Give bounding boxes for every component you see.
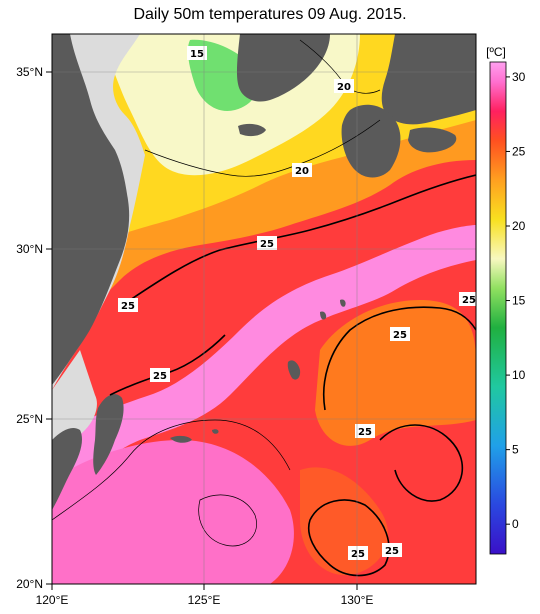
colorbar-tick-label: 30 <box>512 70 526 84</box>
contour-label-1: 15 <box>187 46 207 60</box>
isotherm-25-north <box>129 174 476 301</box>
land-taiwan <box>93 394 124 475</box>
colorbar: [ºC] 0 5 10 15 20 25 30 <box>486 45 526 555</box>
colorbar-ticks: 0 5 10 15 20 25 30 <box>506 70 526 531</box>
svg-text:25: 25 <box>260 239 274 250</box>
map-plot <box>52 34 476 584</box>
land-china-south <box>52 428 83 510</box>
contour-label-3: 20 <box>292 163 312 177</box>
svg-text:25: 25 <box>358 427 372 438</box>
colorbar-unit: [ºC] <box>486 45 506 59</box>
contour-label-group: 15 20 20 25 25 25 25 25 25 25 25 <box>118 46 479 560</box>
colorbar-gradient <box>489 61 507 555</box>
colorbar-tick-label: 10 <box>512 368 526 382</box>
contour-label-4: 25 <box>257 236 277 250</box>
y-tick-20N: 20°N <box>16 577 43 591</box>
land-china-coast <box>52 34 130 385</box>
land-shikoku <box>408 127 457 153</box>
svg-text:25: 25 <box>153 371 167 382</box>
axis-ticks <box>46 71 358 590</box>
x-tick-120E: 120°E <box>36 593 69 607</box>
svg-text:25: 25 <box>462 295 476 306</box>
contour-label-6: 25 <box>459 292 479 306</box>
svg-text:25: 25 <box>121 301 135 312</box>
contour-label-2: 20 <box>334 79 354 93</box>
contour-label-7: 25 <box>390 327 410 341</box>
colorbar-tick-label: 5 <box>512 443 519 457</box>
isotherm-27 <box>52 419 291 521</box>
eddy-east-orange <box>315 300 476 446</box>
colorbar-tick-label: 15 <box>512 294 526 308</box>
y-tick-35N: 35°N <box>16 65 43 79</box>
isotherm-28 <box>198 494 257 547</box>
contour-label-10: 25 <box>348 546 368 560</box>
land-kyushu <box>341 104 401 178</box>
isotherm-25-south <box>308 499 390 577</box>
y-tick-30N: 30°N <box>16 242 43 256</box>
x-tick-125E: 125°E <box>188 593 221 607</box>
svg-text:20: 20 <box>337 82 351 93</box>
isotherm-20 <box>144 119 381 177</box>
contour-label-9: 25 <box>355 424 375 438</box>
svg-text:20: 20 <box>295 166 309 177</box>
colorbar-tick-label: 0 <box>512 517 519 531</box>
graticule <box>52 34 476 584</box>
map-frame <box>51 33 477 585</box>
colorbar-tick-label: 20 <box>512 219 526 233</box>
svg-text:25: 25 <box>385 546 399 557</box>
land-ryukyu-okinawa <box>287 360 301 380</box>
contour-label-8: 25 <box>150 368 170 382</box>
svg-text:15: 15 <box>190 49 204 60</box>
map-title: Daily 50m temperatures 09 Aug. 2015. <box>133 6 407 23</box>
contour-label-5: 25 <box>118 298 138 312</box>
land-japan-honshu <box>381 34 476 125</box>
southwest-warm-area <box>52 440 294 584</box>
isotherm-25-loop <box>379 424 464 502</box>
kuroshio-warm-band <box>52 225 476 560</box>
y-tick-25N: 25°N <box>16 412 43 426</box>
land-jeju <box>238 123 266 137</box>
x-tick-130E: 130°E <box>341 593 374 607</box>
svg-text:25: 25 <box>351 549 365 560</box>
contour-label-11: 25 <box>382 543 402 557</box>
land-korea <box>236 34 330 102</box>
colorbar-tick-label: 25 <box>512 144 526 158</box>
svg-text:25: 25 <box>393 330 407 341</box>
isotherm-25-eddy <box>322 306 476 411</box>
